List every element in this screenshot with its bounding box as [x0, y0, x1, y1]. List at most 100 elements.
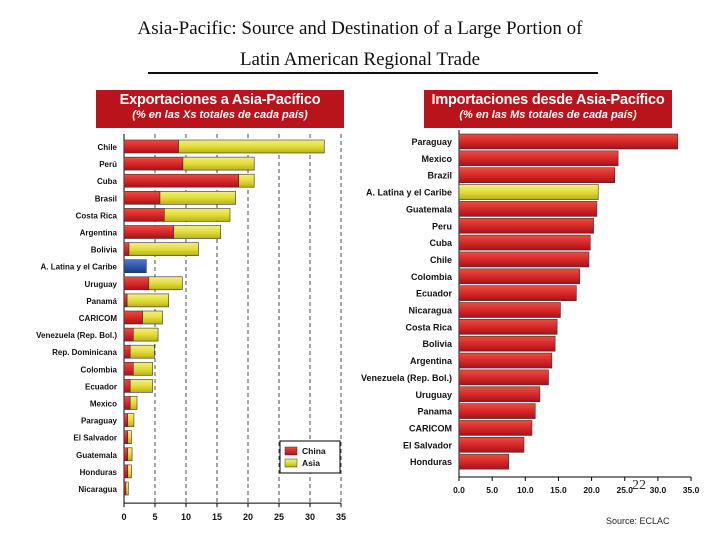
page-number: 22 [632, 478, 646, 493]
imports-x-tick-label: 35.0 [683, 485, 700, 495]
exports-bar-asia-cuba [238, 173, 255, 188]
imports-category-label-caricom: CARICOM [409, 423, 452, 433]
exports-bar-asia-mexico [129, 396, 138, 410]
imports-category-label-venezuela-rep-bol: Venezuela (Rep. Bol.) [361, 373, 452, 383]
exports-legend-box [279, 440, 341, 474]
imports-bar-nicaragua [458, 302, 561, 318]
imports-bar-argentina [458, 352, 553, 369]
exports-bar-asia-paraguay [127, 413, 135, 427]
imports-x-tick-label: 0.0 [453, 485, 465, 495]
imports-bar-chile [458, 251, 590, 268]
exports-bar-china-bolivia [123, 242, 130, 256]
imports-bar-costa-rica [458, 319, 558, 335]
imports-chart-subtitle: (% en las Ms totales de cada país) [459, 109, 637, 121]
imports-bar-a-latina-y-el-caribe [458, 184, 599, 200]
exports-bar-asia-colombia [133, 361, 153, 376]
imports-bar-brazil [458, 167, 616, 183]
imports-bar-mexico [458, 150, 619, 167]
imports-x-tick-label: 15.0 [550, 485, 567, 495]
exports-category-label-venezuela-rep-bol: Venezuela (Rep. Bol.) [36, 331, 117, 340]
imports-bar-uruguay [458, 386, 541, 403]
legend-label-china: China [302, 446, 326, 456]
exports-chart-header: Exportaciones a Asia-Pacífico (% en las … [96, 90, 344, 128]
exports-category-label-uruguay: Uruguay [85, 280, 118, 289]
exports-bar-china-a-latina-y-el-caribe [123, 259, 147, 274]
exports-bar-asia-costa-rica [164, 208, 231, 222]
imports-bar-paraguay [458, 133, 679, 150]
exports-x-tick-label: 0 [121, 512, 126, 522]
imports-category-label-el-salvador: El Salvador [403, 440, 453, 450]
exports-category-label-costa-rica: Costa Rica [76, 211, 118, 220]
imports-bar-peru [458, 217, 594, 234]
exports-category-label-guatemala: Guatemala [76, 451, 117, 460]
exports-bar-china-per [123, 156, 184, 171]
exports-category-label-colombia: Colombia [81, 365, 118, 374]
imports-bar-bolivia [458, 335, 556, 352]
title-line-2: Latin American Regional Trade [239, 49, 481, 70]
imports-x-tick-label: 5.0 [486, 485, 498, 495]
exports-bar-china-guatemala [123, 447, 129, 462]
imports-category-label-a-latina-y-el-caribe: A. Latina y el Caribe [366, 188, 452, 198]
exports-bar-china-brasil [123, 191, 161, 205]
exports-category-label-argentina: Argentina [80, 229, 118, 238]
exports-bar-asia-chile [178, 139, 325, 154]
imports-category-label-paraguay: Paraguay [411, 137, 452, 147]
exports-x-tick-label: 20 [243, 512, 253, 522]
exports-bar-asia-panam [126, 293, 169, 308]
imports-category-label-chile: Chile [430, 255, 452, 265]
imports-category-label-ecuador: Ecuador [416, 289, 453, 299]
exports-bar-asia-rep-dominicana [129, 344, 155, 359]
exports-category-label-rep-dominicana: Rep. Dominicana [52, 348, 117, 357]
exports-category-label-nicaragua: Nicaragua [78, 485, 117, 494]
imports-bar-ecuador [458, 285, 577, 301]
exports-bar-china-rep-dominicana [123, 344, 131, 359]
exports-bar-china-venezuela-rep-bol [123, 327, 134, 342]
imports-bar-cuba [458, 234, 591, 251]
exports-bar-china-mexico [123, 396, 131, 410]
exports-category-label-honduras: Honduras [80, 468, 118, 477]
imports-category-label-nicaragua: Nicaragua [408, 306, 453, 316]
imports-category-label-costa-rica: Costa Rica [405, 322, 453, 332]
exports-category-label-paraguay: Paraguay [81, 417, 118, 426]
exports-bar-china-ecuador [123, 379, 131, 393]
imports-bar-el-salvador [458, 436, 525, 453]
exports-category-label-ecuador: Ecuador [85, 382, 117, 391]
imports-chart-title: Importaciones desde Asia-Pacífico [431, 92, 665, 108]
imports-bar-guatemala [458, 201, 598, 217]
exports-category-label-panam: Panamá [86, 297, 117, 306]
exports-chart-title: Exportaciones a Asia-Pacífico [119, 92, 321, 108]
exports-category-label-chile: Chile [97, 143, 117, 152]
imports-category-label-argentina: Argentina [410, 356, 453, 366]
exports-category-label-a-latina-y-el-caribe: A. Latina y el Caribe [41, 263, 118, 272]
exports-category-label-cuba: Cuba [97, 177, 118, 186]
imports-category-label-bolivia: Bolivia [422, 339, 453, 349]
exports-x-tick-label: 35 [336, 512, 346, 522]
imports-category-label-uruguay: Uruguay [415, 390, 452, 400]
exports-bar-china-paraguay [123, 413, 129, 427]
imports-x-tick-label: 30.0 [650, 485, 667, 495]
exports-bar-asia-guatemala [127, 447, 133, 462]
title-underline [148, 72, 598, 74]
exports-category-label-bolivia: Bolivia [91, 246, 118, 255]
exports-category-label-el-salvador: El Salvador [73, 434, 117, 443]
exports-x-tick-label: 10 [181, 512, 191, 522]
exports-bar-china-el-salvador [123, 430, 129, 445]
imports-bar-caricom [458, 420, 533, 436]
exports-bar-asia-nicaragua [125, 481, 129, 496]
exports-bar-asia-brasil [159, 191, 236, 205]
legend-label-asia: Asia [302, 458, 320, 468]
imports-category-label-colombia: Colombia [411, 272, 453, 282]
exports-category-label-per: Perú [99, 160, 117, 169]
exports-category-label-mexico: Mexico [90, 400, 117, 409]
exports-bar-asia-el-salvador [127, 430, 132, 445]
imports-x-tick-label: 25.0 [616, 485, 633, 495]
exports-bar-asia-venezuela-rep-bol [133, 327, 159, 342]
imports-chart-header: Importaciones desde Asia-Pacífico (% en … [424, 90, 672, 128]
exports-bar-china-chile [123, 139, 179, 154]
exports-bar-asia-bolivia [128, 242, 199, 256]
exports-x-tick-label: 30 [305, 512, 315, 522]
imports-category-label-mexico: Mexico [421, 154, 452, 164]
exports-bar-asia-argentina [173, 225, 222, 239]
imports-category-label-brazil: Brazil [427, 171, 452, 181]
